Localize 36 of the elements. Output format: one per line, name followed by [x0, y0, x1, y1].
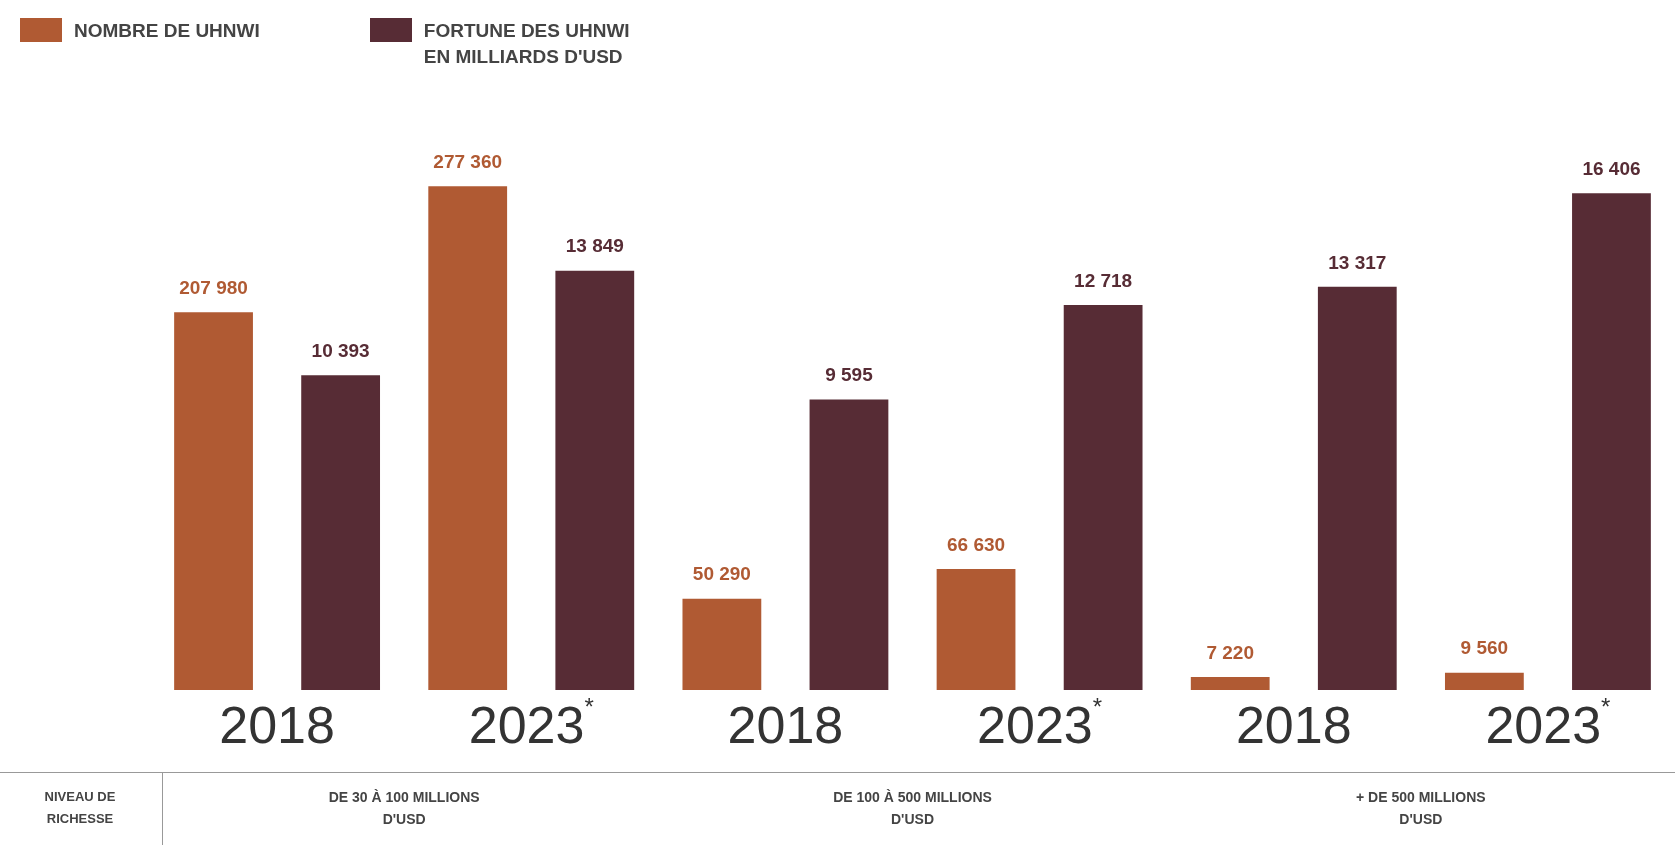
text: DE 30 À 100 MILLIONS D'USD: [327, 788, 481, 829]
text: DE 100 À 500 MILLIONS D'USD: [832, 788, 993, 829]
data-label: 10 393: [311, 340, 370, 362]
data-label: 50 290: [692, 563, 751, 585]
x-tick-label: 2018: [727, 695, 844, 755]
data-label: 277 360: [433, 150, 503, 172]
legend-label: FORTUNE DES UHNWI EN MILLIARDS D'USD: [423, 19, 631, 69]
data-label: 7 220: [1206, 641, 1254, 663]
data-label: 13 317: [1328, 251, 1387, 273]
data-label: 207 980: [179, 276, 248, 298]
bar: [809, 399, 889, 690]
text: NIVEAU DE RICHESSE: [43, 788, 117, 828]
x-tick-label: 2023$^{*}$: [977, 693, 1103, 755]
x-tick-label: 2018: [219, 695, 335, 755]
data-label: 9 595: [825, 364, 874, 386]
legend-label: NOMBRE DE UHNWI: [74, 19, 260, 43]
bar: [936, 568, 1016, 690]
bar: [1317, 286, 1397, 690]
bar: [174, 312, 253, 690]
data-label: 66 630: [946, 533, 1006, 555]
bar: [428, 186, 508, 690]
data-label: 16 406: [1582, 158, 1641, 179]
bar: [555, 270, 635, 690]
bar: [1063, 304, 1143, 690]
bar: [301, 375, 381, 690]
bar: [1444, 672, 1524, 690]
data-label: 13 849: [565, 235, 624, 257]
x-tick-label: 2023$^{*}$: [1485, 693, 1611, 755]
data-label: 12 718: [1074, 269, 1133, 291]
bar: [682, 598, 762, 690]
bar: [1572, 193, 1651, 690]
x-tick-label: 2018: [1235, 695, 1352, 755]
x-tick-label: 2023$^{*}$: [468, 693, 594, 755]
data-label: 9 560: [1460, 637, 1509, 659]
text: + DE 500 MILLIONS D'USD: [1355, 788, 1487, 829]
bar: [1190, 676, 1270, 690]
